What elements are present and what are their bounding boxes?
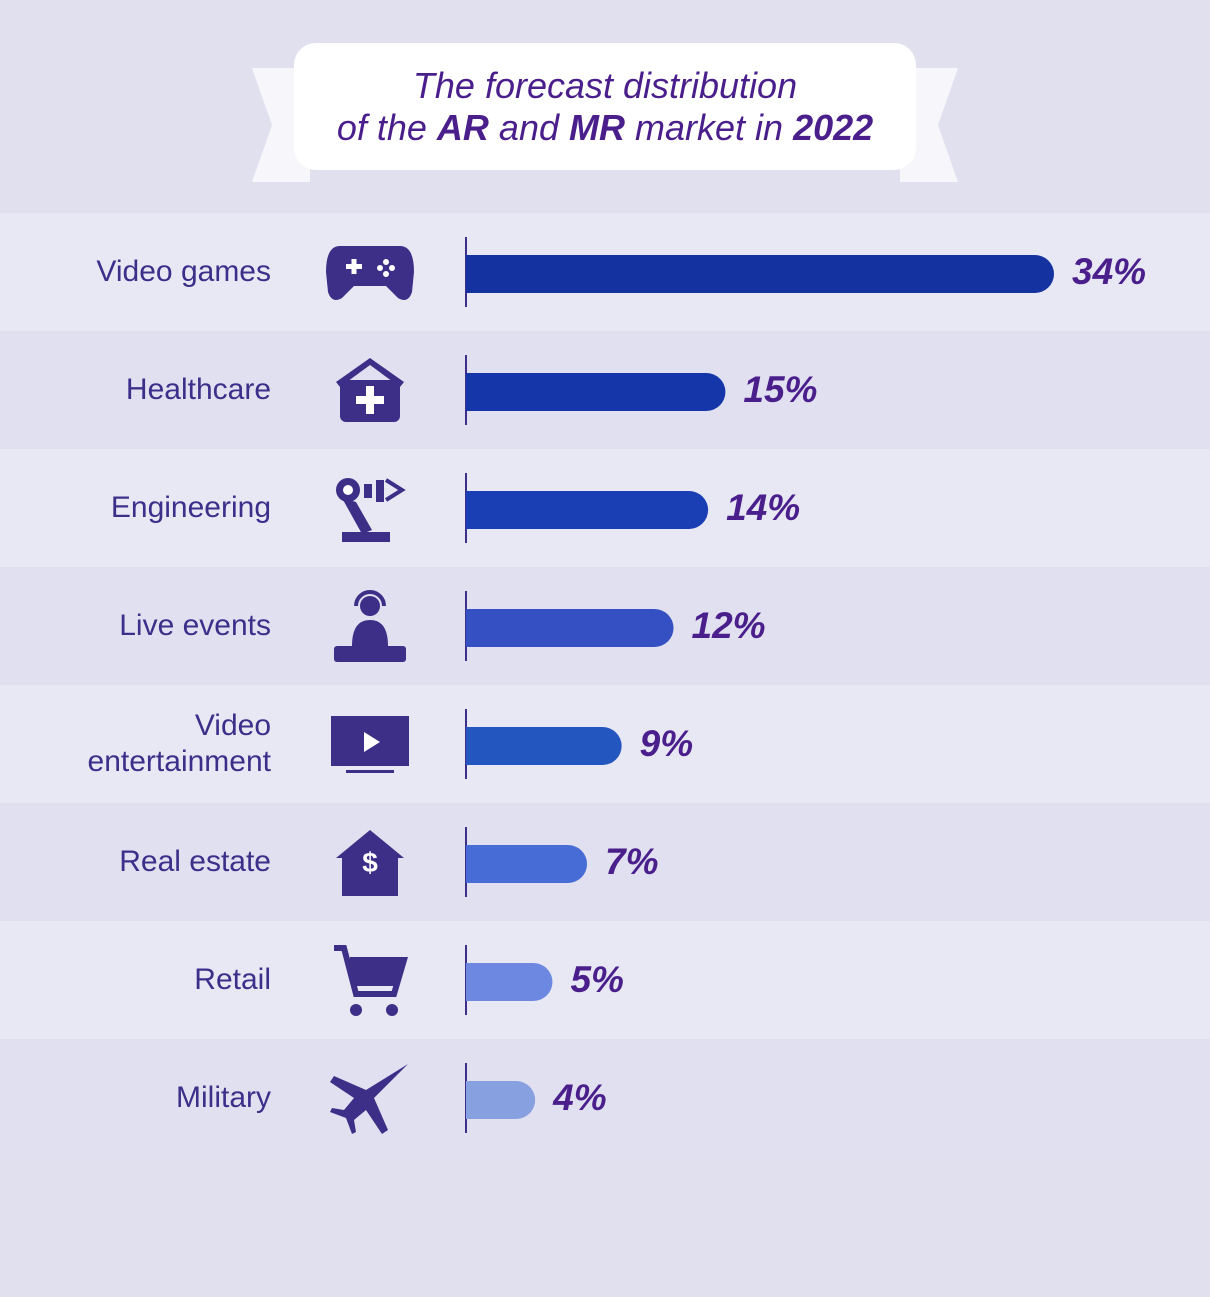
value-label: 15% bbox=[743, 369, 817, 410]
value-label: 9% bbox=[640, 723, 693, 764]
title-part: of the bbox=[336, 106, 427, 148]
title-line: of the AR and MR market in 2022 bbox=[337, 107, 873, 149]
row-background bbox=[0, 1039, 1210, 1157]
icon-house: $ bbox=[336, 830, 404, 896]
bar bbox=[466, 609, 674, 647]
icon-robot-arm bbox=[336, 478, 406, 542]
category-label: Live events bbox=[119, 609, 271, 642]
title-part: market in bbox=[635, 106, 784, 148]
category-label: Video entertainment bbox=[87, 709, 271, 778]
value-label: 34% bbox=[1072, 251, 1146, 292]
value-label: 5% bbox=[570, 959, 623, 1000]
category-label: Healthcare bbox=[125, 373, 271, 406]
bar bbox=[466, 255, 1054, 293]
value-label: 7% bbox=[605, 841, 658, 882]
title-line: The forecast distribution bbox=[413, 65, 797, 107]
title-part: and bbox=[498, 106, 559, 148]
bar bbox=[466, 1081, 536, 1119]
value-label: 12% bbox=[692, 605, 766, 646]
bar bbox=[466, 373, 726, 411]
bar bbox=[466, 963, 553, 1001]
row-background bbox=[0, 921, 1210, 1039]
icon-glyph: $ bbox=[362, 847, 378, 878]
category-label: Real estate bbox=[119, 845, 271, 878]
category-label: Engineering bbox=[110, 491, 271, 524]
icon-gamepad bbox=[326, 246, 414, 300]
icons: $ bbox=[326, 246, 414, 1134]
value-label: 14% bbox=[726, 487, 800, 528]
icon-tv bbox=[331, 716, 409, 773]
icon-jet bbox=[330, 1064, 408, 1134]
title-part: The forecast distribution bbox=[412, 64, 798, 106]
title-box bbox=[294, 43, 916, 170]
category-label: Video games bbox=[96, 255, 271, 288]
title-part: 2022 bbox=[793, 106, 874, 148]
title-part: MR bbox=[569, 106, 626, 148]
title-part: AR bbox=[436, 106, 489, 148]
icon-hospital bbox=[336, 358, 404, 422]
value-label: 4% bbox=[552, 1077, 606, 1118]
category-label: Retail bbox=[194, 963, 271, 996]
bar bbox=[466, 845, 588, 883]
category-label: Military bbox=[176, 1081, 271, 1114]
icon-dj bbox=[334, 590, 406, 662]
bar bbox=[466, 727, 622, 765]
row-background bbox=[0, 803, 1210, 921]
icon-cart bbox=[334, 945, 409, 1016]
bar bbox=[466, 491, 709, 529]
chart-title: The forecast distribution of the AR and … bbox=[294, 43, 916, 170]
